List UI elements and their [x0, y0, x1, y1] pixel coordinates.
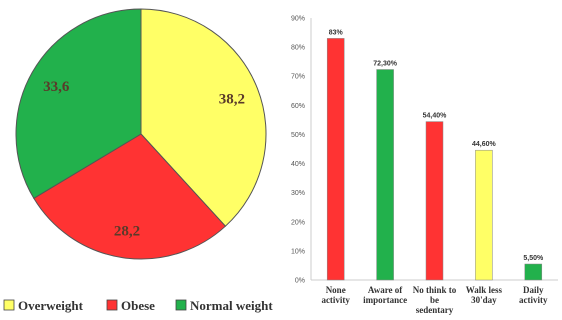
x-tick-label: Aware of importance [363, 285, 407, 305]
pie-slice-overweight [140, 8, 267, 227]
pie-chart: 38,2 28,2 33,6 [15, 8, 267, 260]
bar-data-label: 54,40% [423, 113, 448, 120]
x-tick-label: Walk less 30'day [466, 285, 503, 305]
y-tick-label: 30% [291, 190, 305, 197]
pie-slice-normal-weight [15, 8, 142, 199]
bar-data-label: 72,30% [373, 61, 398, 68]
legend-swatch [3, 299, 15, 311]
y-tick-label: 60% [291, 103, 305, 110]
y-tick-label: 50% [291, 132, 305, 139]
legend-label: Overweight [18, 298, 84, 313]
bar-1 [326, 38, 345, 281]
bar-chart: 0% 10% 20% 30% 40% 50% 60% 70% 80% 90% 83% None acti… [291, 16, 558, 315]
y-tick-label: 0% [295, 278, 305, 285]
bar-data-label: 5,50% [523, 255, 544, 262]
pie-data-label: 28,2 [114, 224, 140, 240]
legend-swatch [175, 299, 187, 311]
bar-3 [425, 121, 444, 281]
y-tick-label: 10% [291, 248, 305, 255]
pie-data-label: 33,6 [43, 79, 70, 95]
y-tick-label: 70% [291, 74, 305, 81]
x-tick-label: None activity [321, 285, 350, 305]
pie-legend: Overweight Obese Normal weight [3, 298, 273, 313]
bar-data-label: 44,60% [472, 141, 497, 148]
legend-label: Obese [121, 298, 155, 313]
x-tick-label: Daily activity [519, 285, 548, 305]
bar-2 [376, 69, 394, 281]
pie-data-label: 38,2 [219, 92, 245, 108]
y-tick-label: 20% [291, 219, 305, 226]
legend-swatch [106, 299, 118, 311]
bar-4 [475, 149, 493, 281]
bar-5 [524, 263, 543, 281]
y-tick-label: 90% [291, 16, 305, 23]
y-tick-label: 80% [291, 45, 305, 52]
bar-data-label: 83% [329, 29, 344, 36]
y-tick-label: 40% [291, 161, 305, 168]
x-tick-label: No think to be sedentary [413, 285, 457, 315]
legend-label: Normal weight [190, 298, 273, 313]
pie-slice-obese [33, 133, 227, 260]
